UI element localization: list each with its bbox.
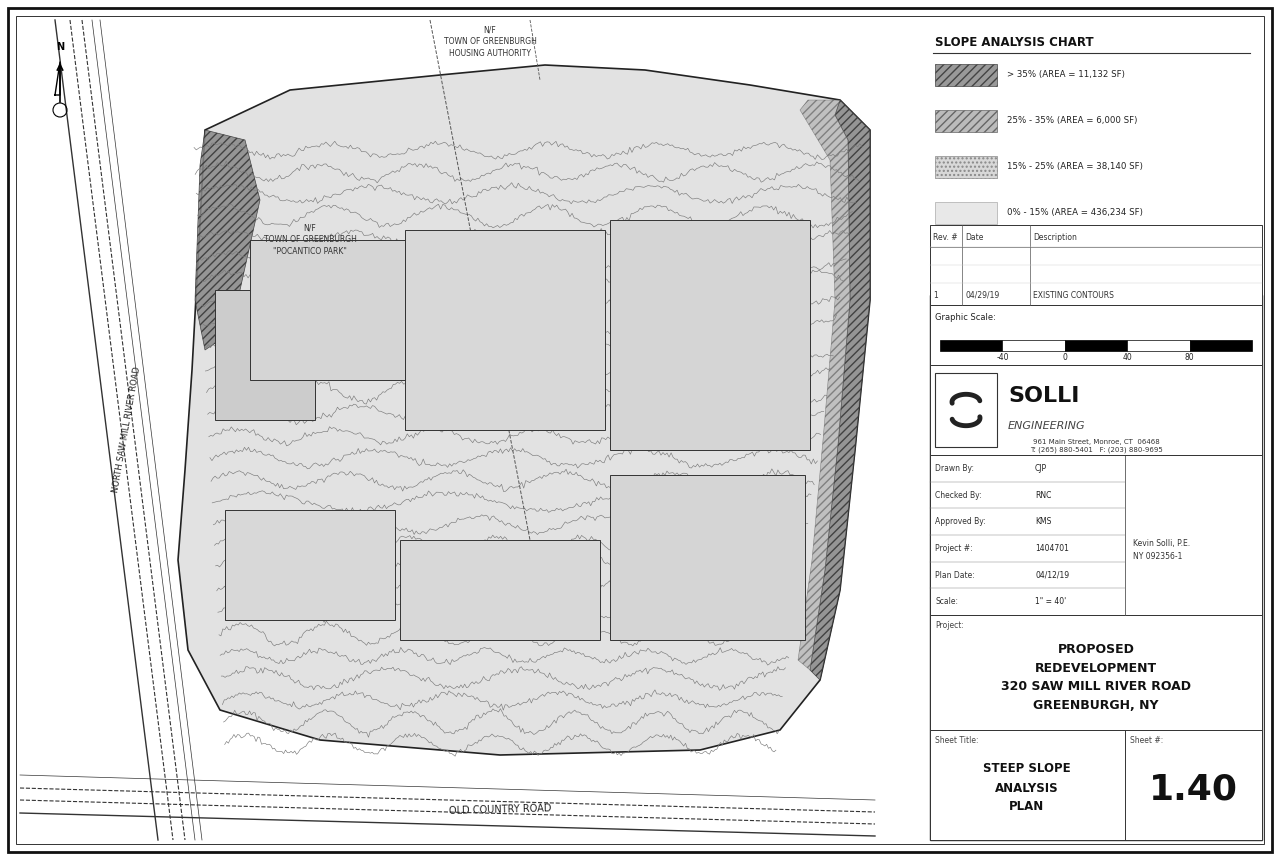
Bar: [931, 305, 1262, 365]
Bar: [611, 475, 805, 640]
Bar: [931, 455, 1262, 615]
Bar: [225, 510, 396, 620]
Bar: [931, 730, 1262, 840]
Bar: [1065, 340, 1128, 351]
Bar: [215, 290, 315, 420]
Text: KMS: KMS: [1036, 517, 1051, 526]
Text: 0% - 15% (AREA = 436,234 SF): 0% - 15% (AREA = 436,234 SF): [1007, 208, 1143, 218]
Text: 1404701: 1404701: [1036, 544, 1069, 553]
Bar: [1128, 340, 1189, 351]
Text: Scale:: Scale:: [934, 597, 957, 606]
Text: ENGINEERING: ENGINEERING: [1009, 421, 1085, 431]
Text: 961 Main Street, Monroe, CT  06468
T: (265) 880-5401   F: (203) 880-9695: 961 Main Street, Monroe, CT 06468 T: (26…: [1029, 439, 1162, 453]
Bar: [399, 540, 600, 640]
Text: 1.40: 1.40: [1149, 773, 1238, 807]
Text: Date: Date: [965, 232, 983, 242]
Text: Project:: Project:: [934, 621, 964, 630]
Bar: [934, 64, 997, 86]
Text: TOTAL AREA: TOTAL AREA: [934, 260, 997, 268]
Text: SLOPE ANALYSIS CHART: SLOPE ANALYSIS CHART: [934, 36, 1093, 50]
Text: > 35% (AREA = 11,132 SF): > 35% (AREA = 11,132 SF): [1007, 71, 1125, 79]
Polygon shape: [810, 100, 870, 680]
Text: Graphic Scale:: Graphic Scale:: [934, 313, 996, 322]
Bar: [1189, 340, 1252, 351]
Bar: [611, 220, 810, 450]
Text: 40: 40: [1123, 353, 1132, 362]
Text: OLD COUNTRY ROAD: OLD COUNTRY ROAD: [448, 803, 552, 816]
Text: CJP: CJP: [1036, 464, 1047, 473]
Text: 04/29/19: 04/29/19: [965, 291, 1000, 299]
Bar: [931, 615, 1262, 730]
Bar: [931, 365, 1262, 455]
Text: Kevin Solli, P.E.
NY 092356-1: Kevin Solli, P.E. NY 092356-1: [1133, 539, 1190, 561]
Text: 15% - 25% (AREA = 38,140 SF): 15% - 25% (AREA = 38,140 SF): [1007, 163, 1143, 171]
Bar: [934, 202, 997, 224]
Text: Sheet #:: Sheet #:: [1130, 736, 1164, 745]
Text: STEEP SLOPE
ANALYSIS
PLAN: STEEP SLOPE ANALYSIS PLAN: [983, 763, 1071, 814]
Bar: [931, 25, 1254, 290]
Text: 1" = 40': 1" = 40': [1036, 597, 1066, 606]
Bar: [940, 340, 1002, 351]
Bar: [931, 225, 1262, 305]
Text: N/F
TOWN OF GREENBURGH
"POCANTICO PARK": N/F TOWN OF GREENBURGH "POCANTICO PARK": [264, 224, 356, 256]
Text: Description: Description: [1033, 232, 1076, 242]
Bar: [404, 230, 605, 430]
Text: NORTH SAW MILL RIVER ROAD: NORTH SAW MILL RIVER ROAD: [111, 366, 142, 494]
Text: N/F
TOWN OF GREENBURGH
HOUSING AUTHORITY: N/F TOWN OF GREENBURGH HOUSING AUTHORITY: [444, 26, 536, 58]
Text: -40: -40: [996, 353, 1009, 362]
Text: Sheet Title:: Sheet Title:: [934, 736, 978, 745]
Text: Plan Date:: Plan Date:: [934, 570, 975, 580]
Text: SOLLI: SOLLI: [1009, 386, 1079, 407]
Bar: [934, 156, 997, 178]
Text: 0: 0: [1062, 353, 1068, 362]
Bar: [934, 110, 997, 132]
Text: Project #:: Project #:: [934, 544, 973, 553]
Bar: [250, 240, 404, 380]
Text: 04/12/19: 04/12/19: [1036, 570, 1069, 580]
Bar: [1002, 340, 1065, 351]
Text: 1: 1: [933, 291, 938, 299]
Polygon shape: [178, 65, 870, 755]
Text: EXISTING CONTOURS: EXISTING CONTOURS: [1033, 291, 1114, 299]
Text: 80: 80: [1185, 353, 1194, 362]
Text: N: N: [56, 42, 64, 52]
Text: Checked By:: Checked By:: [934, 490, 982, 500]
Text: 25% - 35% (AREA = 6,000 SF): 25% - 35% (AREA = 6,000 SF): [1007, 116, 1138, 126]
Text: PROPOSED
REDEVELOPMENT
320 SAW MILL RIVER ROAD
GREENBURGH, NY: PROPOSED REDEVELOPMENT 320 SAW MILL RIVE…: [1001, 643, 1190, 712]
Text: Rev. #: Rev. #: [933, 232, 957, 242]
Text: RNC: RNC: [1036, 490, 1051, 500]
Text: = 498,417 SF: = 498,417 SF: [1050, 260, 1111, 268]
Polygon shape: [797, 100, 850, 670]
Text: Approved By:: Approved By:: [934, 517, 986, 526]
Polygon shape: [195, 130, 260, 350]
Bar: [20, 20, 870, 840]
Bar: [934, 373, 997, 447]
Text: Drawn By:: Drawn By:: [934, 464, 974, 473]
Bar: [931, 295, 1262, 840]
